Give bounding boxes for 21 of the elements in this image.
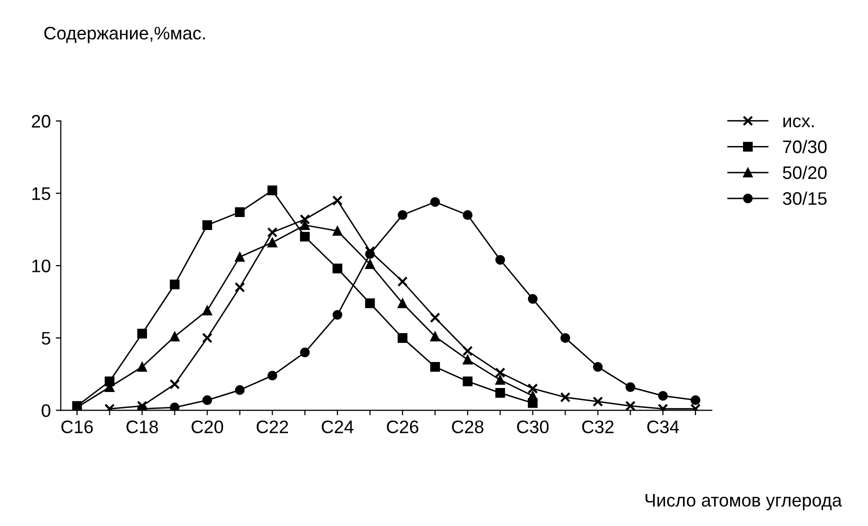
y-tick-label: 20 [32, 114, 50, 128]
x-tick-label: C16 [61, 420, 93, 434]
x-tick-label: C18 [126, 420, 158, 434]
y-tick-label: 10 [32, 260, 50, 272]
legend-label: исх. [783, 117, 814, 128]
legend-label: 50/20 [782, 166, 827, 180]
y-tick-label: 0 [42, 404, 50, 417]
x-tick-label: C22 [256, 420, 288, 434]
x-tick-label: C26 [386, 420, 418, 434]
x-axis-title: Число атомов углерода [646, 494, 842, 510]
legend-label: 70/30 [783, 140, 827, 154]
x-tick-label: C34 [647, 420, 679, 434]
x-tick-label: C20 [192, 420, 224, 434]
x-tick-label: C24 [322, 420, 354, 434]
y-tick-label: 5 [42, 332, 50, 345]
x-tick-label: C28 [452, 420, 484, 434]
x-tick-label: C32 [582, 420, 614, 434]
x-tick-label: C30 [517, 420, 549, 434]
y-tick-label: 15 [32, 187, 50, 200]
chart-title: Содержание,%мас. [44, 26, 205, 44]
legend-label: 30/15 [782, 192, 827, 205]
